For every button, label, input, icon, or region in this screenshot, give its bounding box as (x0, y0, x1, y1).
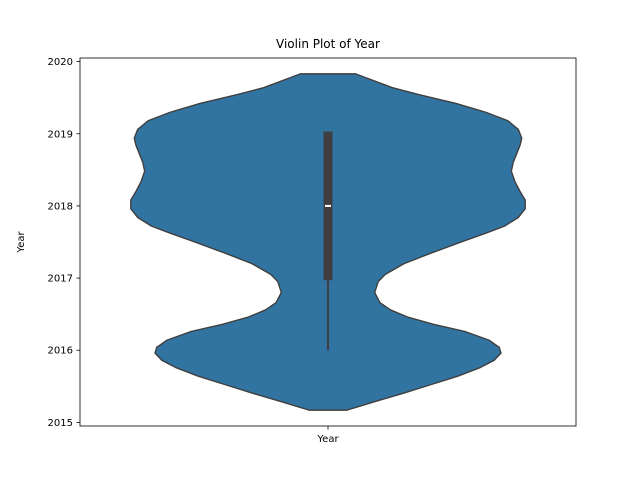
plot-area (130, 73, 526, 411)
y-axis-title: Year (16, 231, 27, 254)
x-axis: Year (316, 426, 339, 445)
chart-title: Violin Plot of Year (276, 37, 380, 51)
y-axis: 2015 2016 2017 2018 2019 2020 (48, 57, 80, 429)
y-tick-label: 2015 (48, 418, 73, 429)
y-tick-label: 2020 (48, 57, 73, 68)
y-tick-label: 2016 (48, 346, 73, 357)
y-tick-label: 2018 (48, 201, 73, 212)
x-tick-label: Year (316, 434, 339, 445)
y-tick-label: 2019 (48, 129, 73, 140)
y-tick-label: 2017 (48, 274, 73, 285)
